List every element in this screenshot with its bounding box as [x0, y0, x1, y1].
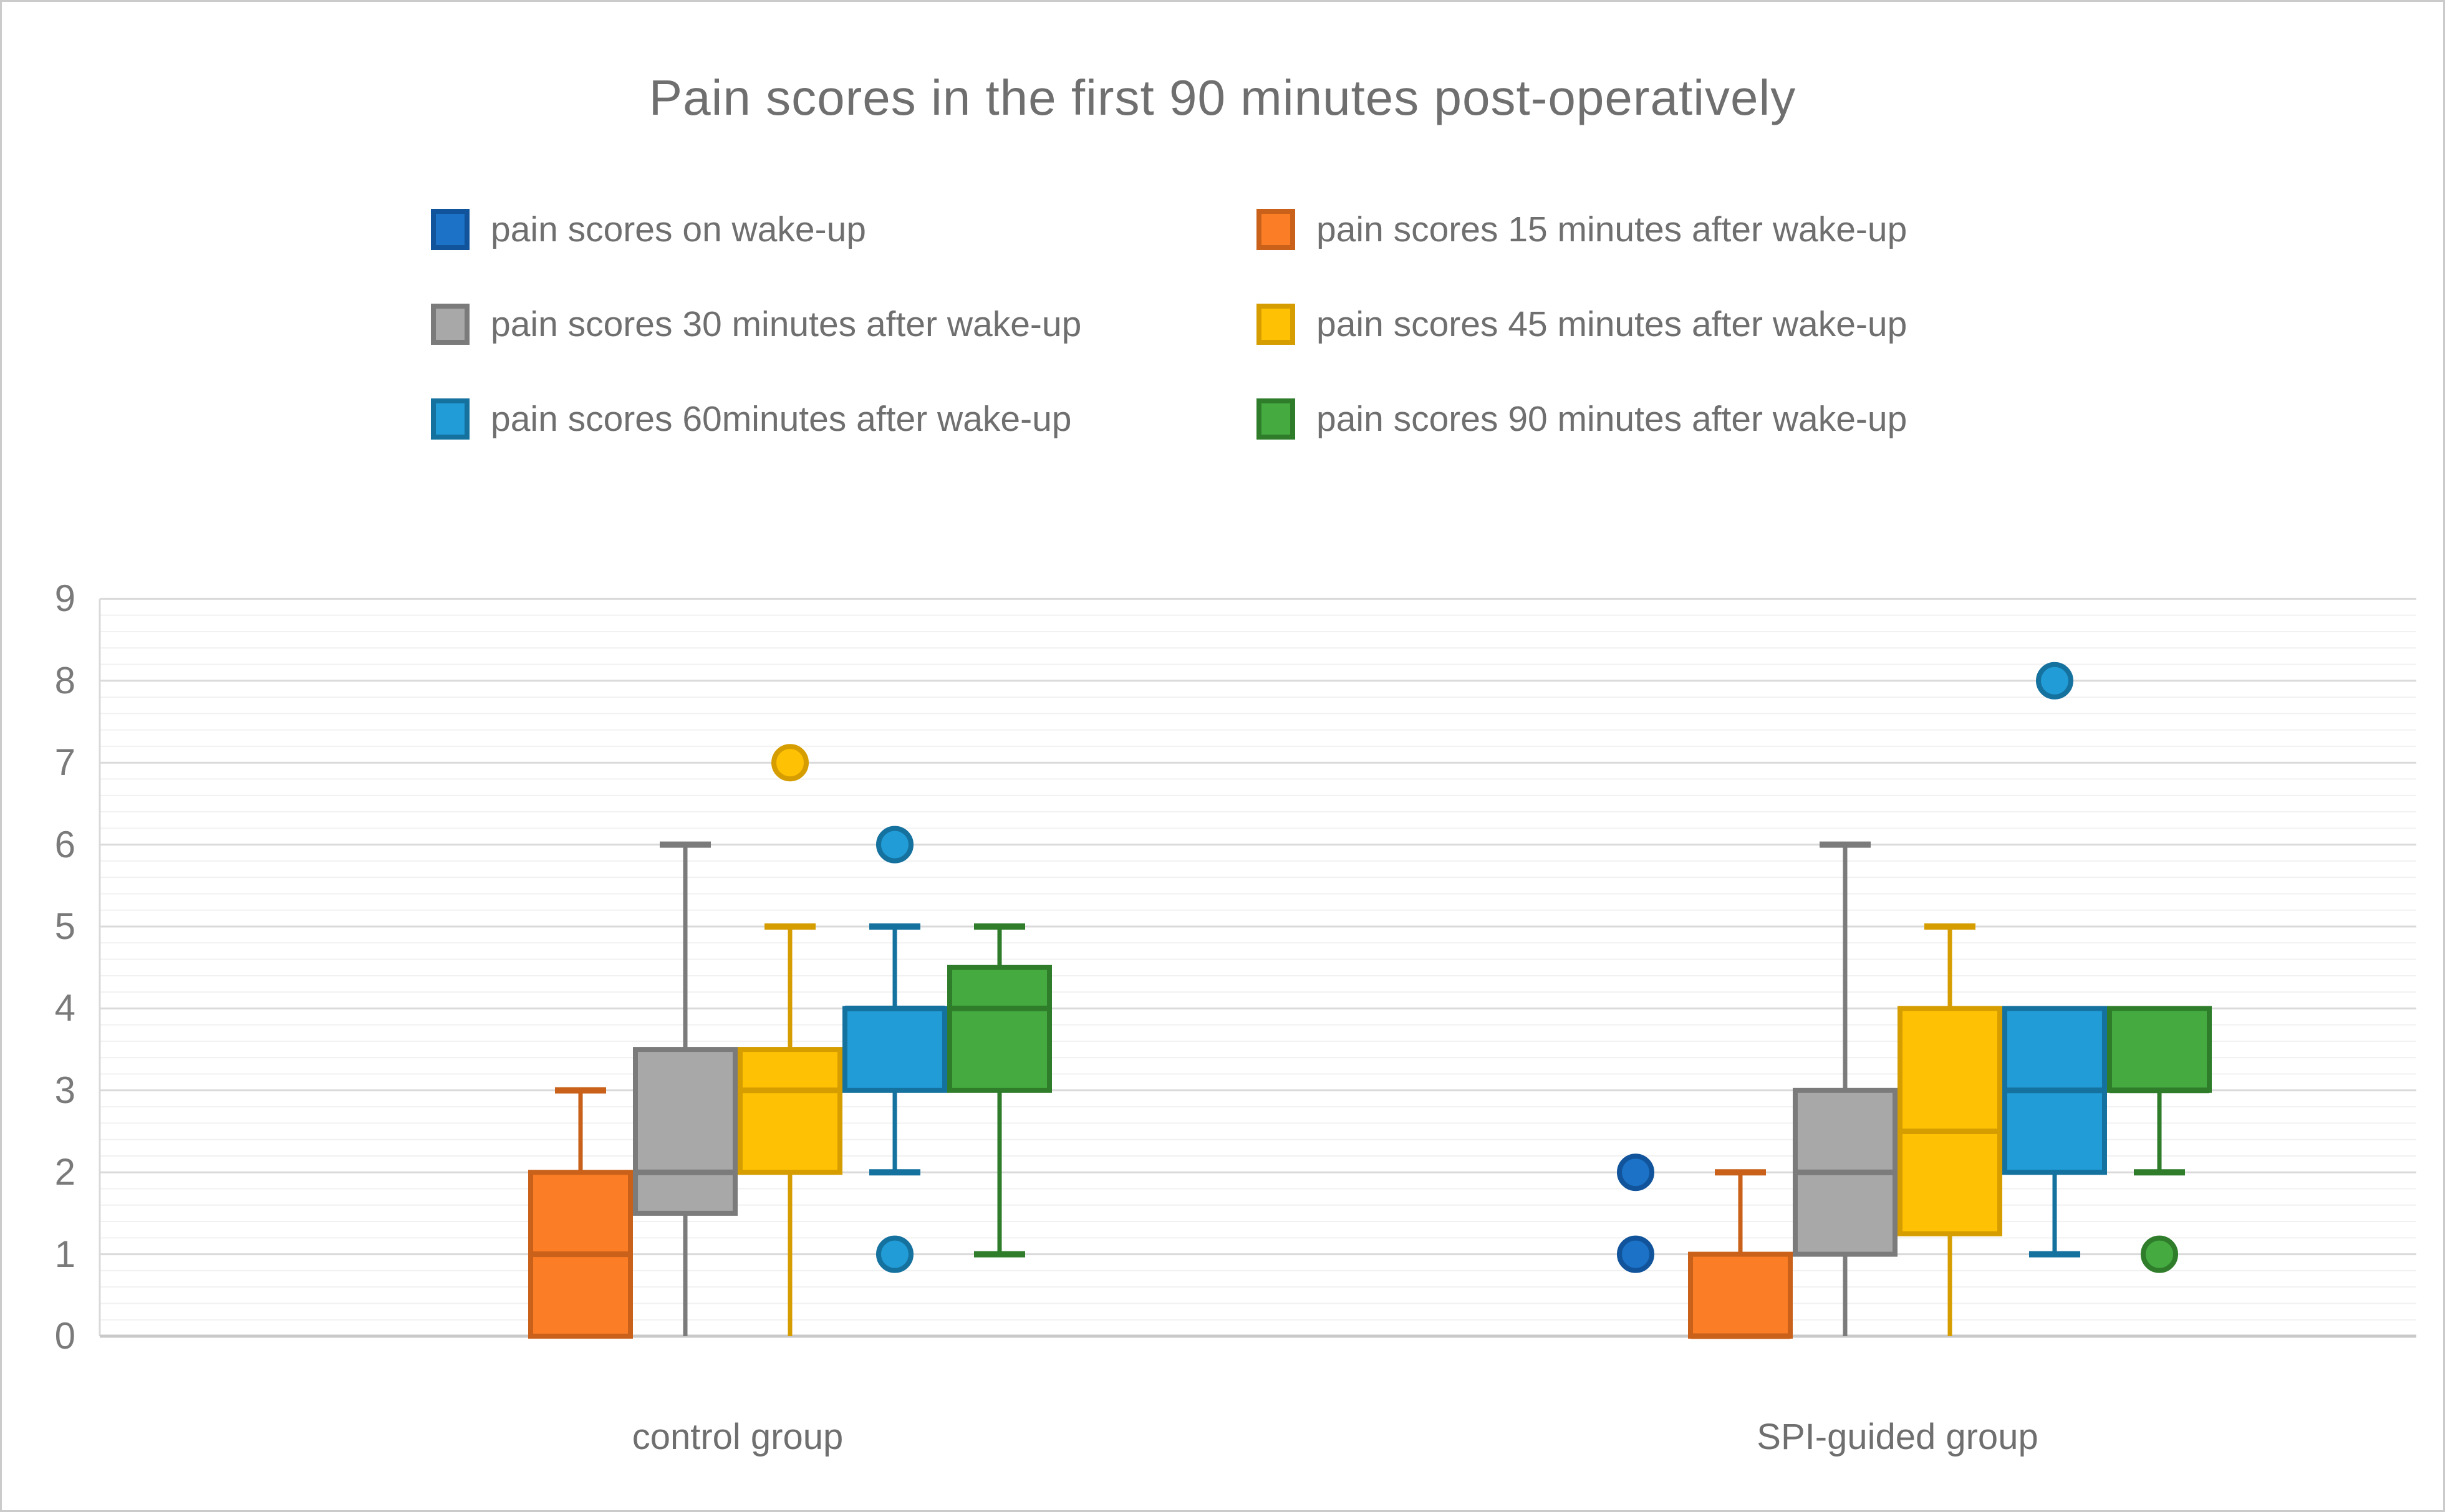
category-label-control-group: control group	[632, 1417, 844, 1457]
box	[842, 1006, 947, 1093]
y-tick-label: 4	[54, 987, 75, 1029]
legend-label: pain scores 60minutes after wake-up	[491, 399, 1072, 439]
chart-title: Pain scores in the first 90 minutes post…	[649, 70, 1796, 125]
category-label-spi-guided-group: SPI-guided group	[1757, 1417, 2038, 1457]
box	[1898, 1006, 2002, 1236]
outlier-point	[876, 826, 914, 864]
y-tick-label: 3	[54, 1069, 75, 1111]
y-tick-label: 5	[54, 905, 75, 947]
legend-swatch-60-min	[431, 398, 470, 440]
box	[947, 965, 1052, 1093]
y-tick-label: 8	[54, 659, 75, 701]
legend-swatch-30-min	[431, 304, 470, 345]
outlier-point	[2036, 662, 2073, 700]
outlier-point	[2141, 1235, 2178, 1273]
legend-label: pain scores 45 minutes after wake-up	[1316, 304, 1907, 344]
legend-item-60-min: pain scores 60minutes after wake-up	[431, 398, 1071, 440]
legend-swatch-wake-up	[431, 209, 470, 250]
box	[1688, 1251, 1793, 1339]
outlier-point	[771, 744, 809, 782]
legend-item-wake-up: pain scores on wake-up	[431, 209, 866, 250]
y-tick-label: 1	[54, 1233, 75, 1275]
box	[2107, 1006, 2212, 1093]
legend-label: pain scores 30 minutes after wake-up	[491, 304, 1082, 344]
box	[738, 1047, 842, 1175]
outlier-point	[1617, 1153, 1654, 1192]
legend-label: pain scores on wake-up	[491, 209, 867, 249]
legend-swatch-90-min	[1256, 398, 1295, 440]
y-tick-label: 2	[54, 1151, 75, 1193]
legend-item-90-min: pain scores 90 minutes after wake-up	[1256, 398, 1907, 440]
legend-label: pain scores 15 minutes after wake-up	[1316, 209, 1907, 249]
legend-item-30-min: pain scores 30 minutes after wake-up	[431, 304, 1081, 345]
legend-item-15-min: pain scores 15 minutes after wake-up	[1256, 209, 1907, 250]
y-tick-label: 0	[54, 1315, 75, 1357]
y-tick-label: 9	[54, 577, 75, 620]
box	[633, 1047, 738, 1216]
legend-swatch-15-min	[1256, 209, 1295, 250]
y-tick-label: 7	[54, 741, 75, 784]
legend-item-45-min: pain scores 45 minutes after wake-up	[1256, 304, 1907, 345]
outlier-point	[1617, 1235, 1654, 1273]
legend-label: pain scores 90 minutes after wake-up	[1316, 399, 1907, 439]
y-tick-label: 6	[54, 823, 75, 865]
outlier-point	[876, 1235, 914, 1273]
legend-swatch-45-min	[1256, 304, 1295, 345]
